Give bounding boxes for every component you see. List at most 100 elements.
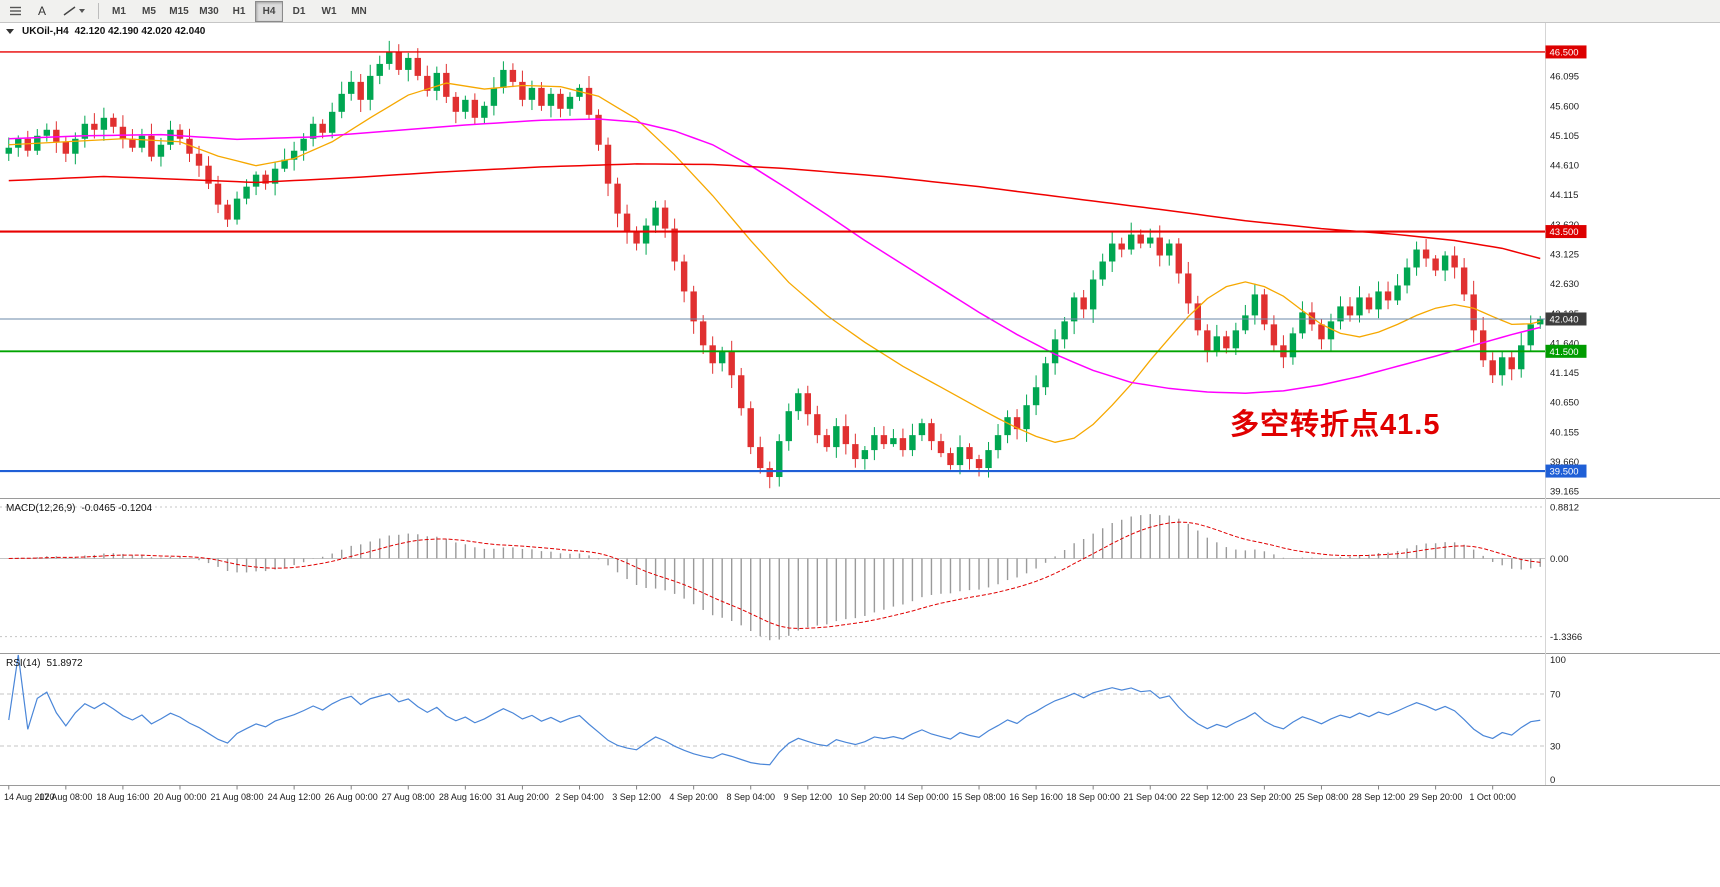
text-label-tool-button[interactable]: A [30, 1, 54, 22]
candle-body [1270, 324, 1278, 346]
candle-body [718, 351, 726, 364]
price-axis-label: 41.145 [1550, 368, 1579, 379]
price-axis[interactable] [1545, 23, 1720, 785]
candle-body [481, 105, 488, 118]
candle-body [671, 228, 678, 262]
candle-body [110, 117, 117, 127]
text-annotation[interactable]: 多空转折点41.5 [1230, 409, 1441, 441]
period-button-mn[interactable]: MN [351, 5, 367, 17]
candle-body [386, 51, 393, 64]
candle-body [747, 408, 754, 448]
price-badge-label: 43.500 [1550, 227, 1579, 238]
collapse-chart-icon[interactable] [6, 29, 14, 34]
time-axis-label: 28 Sep 12:00 [1352, 792, 1406, 802]
time-axis-label: 14 Aug 2020 [4, 792, 55, 802]
candle-body [1061, 321, 1068, 340]
period-button-d1[interactable]: D1 [292, 5, 306, 17]
candle-body [918, 423, 926, 436]
chart-tools-button[interactable] [4, 1, 28, 22]
candle-body [1080, 297, 1087, 310]
candle-body [1375, 291, 1382, 310]
candle-body [157, 144, 165, 157]
period-button-m5[interactable]: M5 [142, 5, 156, 17]
time-axis-label: 20 Aug 00:00 [153, 792, 206, 802]
time-axis-label: 25 Sep 08:00 [1295, 792, 1349, 802]
candle-body [728, 351, 735, 376]
macd-signal-line [8, 521, 1541, 629]
price-axis-label: 43.125 [1550, 250, 1579, 261]
candle-body [414, 57, 421, 76]
candle-body [985, 450, 992, 469]
candle-body [890, 438, 897, 445]
candle-body [1223, 336, 1230, 349]
time-axis-label: 3 Sep 12:00 [612, 792, 661, 802]
period-button-h1[interactable]: H1 [232, 5, 246, 17]
candle-body [1346, 306, 1354, 316]
candle-body [861, 450, 869, 460]
candle-body [1042, 363, 1049, 388]
candle-body [1422, 249, 1430, 259]
candle-body [500, 69, 507, 88]
chart-canvas[interactable]: 46.09545.60045.10544.61044.11543.62043.1… [0, 23, 1720, 812]
time-axis-label: 21 Sep 04:00 [1123, 792, 1177, 802]
price-axis-label: 40.155 [1550, 427, 1579, 438]
candle-body [1013, 417, 1021, 430]
candle-body [1337, 306, 1344, 322]
candle-body [1242, 315, 1249, 331]
caret-down-icon [79, 9, 85, 13]
candle-body [576, 87, 583, 97]
rsi-axis-label: 70 [1550, 690, 1561, 701]
candle-body [53, 129, 60, 142]
macd-values: -0.0465 -0.1204 [81, 503, 153, 514]
candle-body [1032, 387, 1040, 406]
time-axis-label: 28 Aug 16:00 [439, 792, 492, 802]
candle-body [233, 198, 241, 220]
candle-body [357, 81, 364, 100]
candle-body [1403, 267, 1411, 286]
candle-body [1289, 333, 1297, 358]
time-axis[interactable] [0, 786, 1720, 812]
candle-body [623, 213, 631, 232]
candle-body [1413, 249, 1420, 268]
candle-body [871, 435, 878, 451]
macd-indicator-title: MACD(12,26,9) -0.0465 -0.1204 [6, 503, 152, 514]
candle-body [823, 435, 831, 448]
candle-body [138, 135, 146, 148]
candle-body [281, 159, 288, 169]
time-axis-label: 10 Sep 20:00 [838, 792, 892, 802]
price-axis-label: 39.165 [1550, 487, 1579, 498]
period-button-m1[interactable]: M1 [112, 5, 126, 17]
rsi-value: 51.8972 [46, 658, 83, 669]
chart-window: 46.09545.60045.10544.61044.11543.62043.1… [0, 23, 1720, 812]
candle-body [1470, 294, 1477, 331]
period-button-h4[interactable]: H4 [255, 0, 283, 22]
candle-body [538, 87, 545, 106]
toolbar: A M1 M5 M15 M30 H1 H4 D1 W1 MN [0, 0, 1720, 23]
text-tool-label: A [37, 4, 46, 18]
time-axis-label: 26 Aug 00:00 [325, 792, 378, 802]
candle-body [1156, 237, 1163, 256]
candle-body [595, 114, 602, 145]
candle-body [1147, 237, 1154, 244]
period-button-m15[interactable]: M15 [169, 5, 189, 17]
lines-icon [10, 6, 21, 16]
price-axis-label: 42.630 [1550, 279, 1579, 290]
time-axis-label: 31 Aug 20:00 [496, 792, 549, 802]
candle-body [452, 96, 460, 112]
period-button-m30[interactable]: M30 [199, 5, 219, 17]
candle-body [214, 183, 222, 205]
candle-body [642, 225, 650, 244]
candle-body [148, 135, 155, 157]
chart-ohlc-values: 42.120 42.190 42.020 42.040 [74, 26, 206, 37]
time-axis-label: 27 Aug 08:00 [382, 792, 435, 802]
period-button-w1[interactable]: W1 [321, 5, 337, 17]
candle-body [1261, 294, 1268, 325]
candle-body [1394, 285, 1401, 301]
time-axis-label: 18 Sep 00:00 [1066, 792, 1120, 802]
candle-body [100, 117, 108, 130]
candle-body [509, 69, 517, 82]
candle-body [766, 468, 773, 478]
chart-title: UKOil-,H4 42.120 42.190 42.020 42.040 [6, 26, 205, 37]
price-axis-label: 39.660 [1550, 457, 1579, 468]
drawing-tool-button[interactable] [56, 1, 92, 22]
